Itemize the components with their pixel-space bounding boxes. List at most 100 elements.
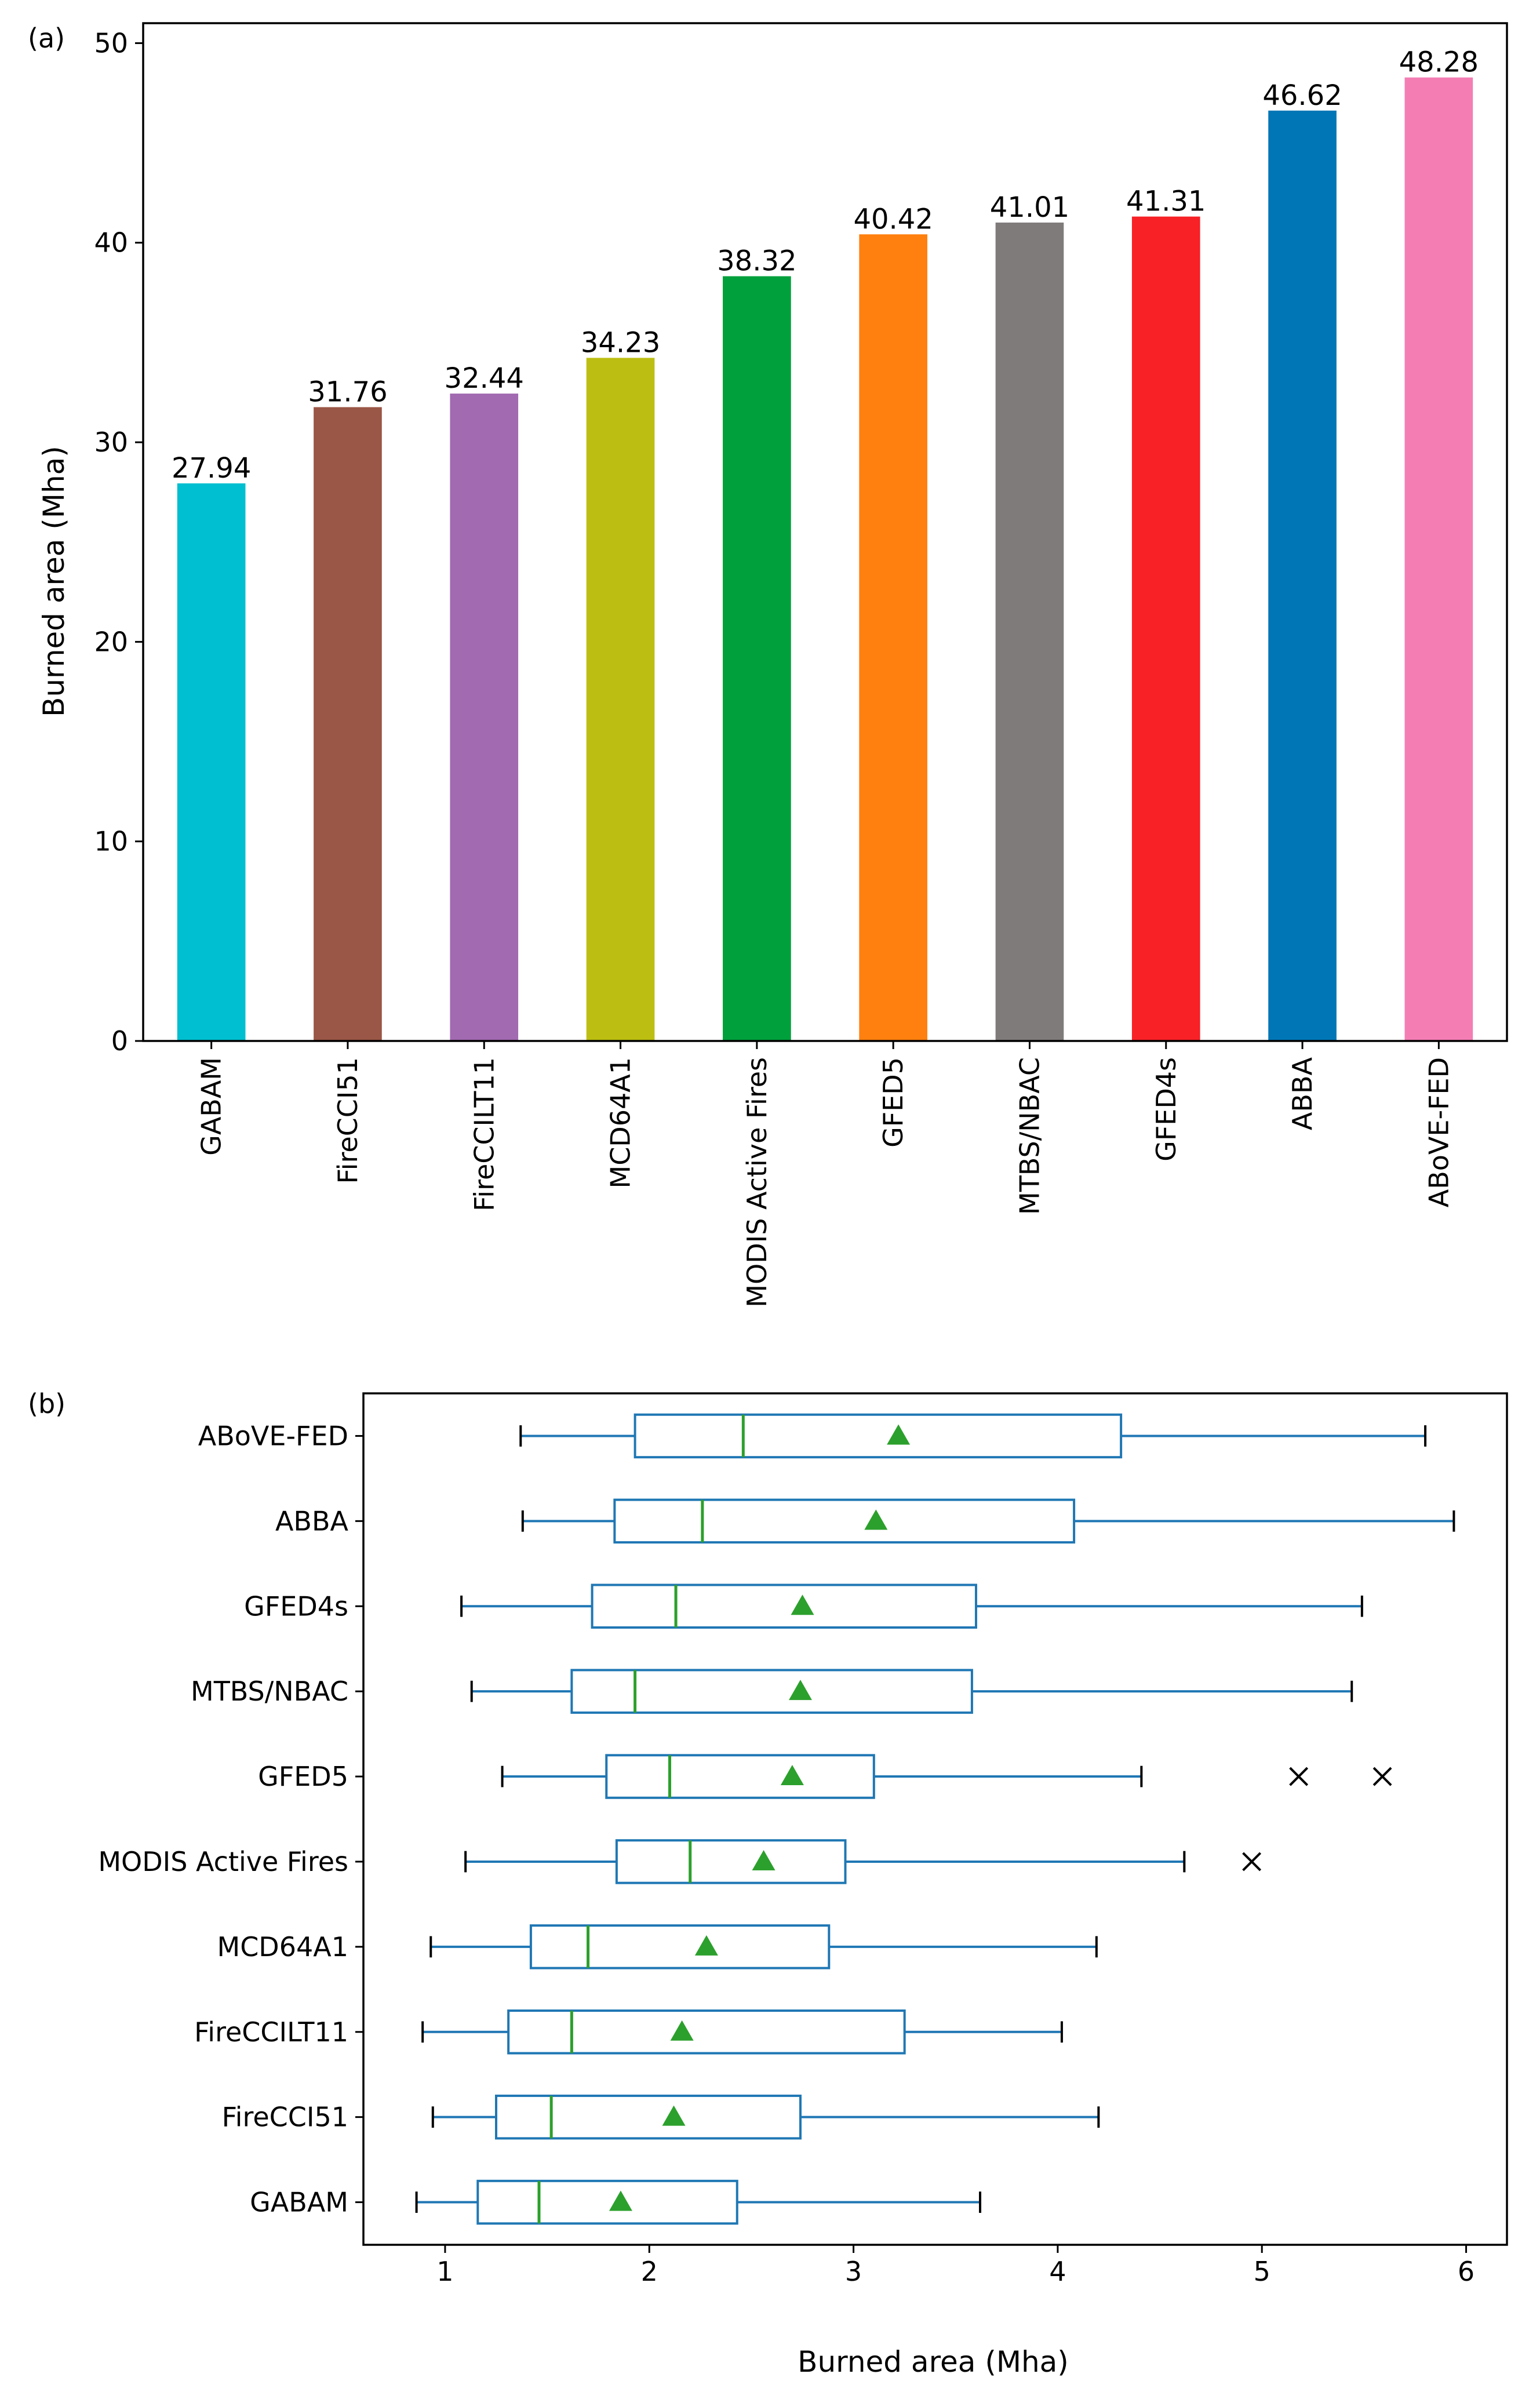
mean-marker [662,2105,686,2126]
mean-marker [694,1935,718,1956]
x-axis-ticks: GABAM FireCCI51 FireCCILT11 MCD64A1 MODIS Ac… [196,1041,1454,1308]
bar-above-fed [1404,77,1473,1042]
y-tick-label-0: 0 [111,1025,128,1057]
x-tick-label-5: 5 [1254,2256,1270,2287]
box-gfed5 [501,1754,1392,1799]
x-tick-label-1: 1 [436,2256,453,2287]
y-tick-label-30: 30 [94,427,128,458]
bar-abba [1268,110,1337,1041]
x-tick-label-mcd64a1: MCD64A1 [605,1057,636,1189]
y-tick-label-40: 40 [94,227,128,259]
box-iqr [613,1498,1076,1544]
x-tick-label-fireccilt11: FireCCILT11 [468,1057,500,1211]
x-tick-label-4: 4 [1049,2256,1066,2287]
x-tick-label-gfed5: GFED5 [878,1057,909,1148]
bar-series [177,77,1473,1042]
box-iqr [570,1669,973,1714]
mean-marker [791,1594,814,1615]
y-tick-label-gabam: GABAM [250,2187,348,2218]
x-tick-label-abba: ABBA [1287,1057,1318,1130]
value-label-mcd64a1: 34.23 [581,326,660,359]
value-label-above-fed: 48.28 [1399,46,1479,79]
bar-firecci51 [314,407,382,1041]
box-abba [521,1498,1455,1544]
bar-modis-active-fires [723,276,791,1041]
bar-chart-panel: (a) 27.94 31.76 32.44 34.23 38.32 40.42 41.01 4… [28,22,1508,1308]
box-gfed4s [460,1583,1363,1629]
value-label-abba: 46.62 [1262,79,1342,112]
box-fireccilt11 [421,2009,1063,2055]
mean-marker [609,2190,632,2211]
mean-marker [752,1850,776,1870]
x-tick-label-above-fed: ABoVE-FED [1423,1057,1454,1207]
y-tick-label-50: 50 [94,27,128,59]
x-tick-label-modis-active-fires: MODIS Active Fires [741,1057,773,1308]
box-above-fed [519,1413,1427,1459]
box-plot-panel: (b) GABAM FireCCI51 FireCCILT11 MCD64A1 MODI… [28,1388,1508,2379]
panel-label-a: (a) [28,23,65,54]
bar-gfed5 [859,234,927,1041]
box-firecci51 [431,2094,1100,2140]
box-iqr [605,1754,875,1799]
mean-marker [788,1680,812,1701]
outlier-2 [1372,1767,1392,1786]
box-iqr [495,2094,802,2140]
x-tick-label-gfed4s: GFED4s [1151,1057,1182,1162]
value-label-gfed4s: 41.31 [1126,185,1206,218]
box-iqr [591,1583,977,1629]
x-axis-title: Burned area (Mha) [798,2345,1069,2379]
bar-mtbs-nbac [995,222,1064,1041]
x-axis-ticks: 1 2 3 4 5 6 [436,2245,1475,2287]
box-mtbs-nbac [470,1669,1353,1714]
value-label-modis-active-fires: 38.32 [717,245,796,278]
panel-label-b: (b) [28,1388,65,1419]
y-axis-ticks: 0 10 20 30 40 50 [94,27,143,1057]
x-tick-label-gabam: GABAM [196,1057,227,1156]
y-tick-label-10: 10 [94,826,128,857]
mean-marker [780,1765,804,1786]
y-tick-label-mcd64a1: MCD64A1 [217,1931,349,1963]
plot-frame [142,22,1508,1042]
y-tick-label-modis-active-fires: MODIS Active Fires [98,1846,348,1877]
bar-mcd64a1 [586,358,655,1042]
mean-marker [670,2020,694,2041]
x-tick-label-2: 2 [641,2256,658,2287]
y-tick-label-mtbs-nbac: MTBS/NBAC [191,1676,348,1707]
bar-gabam [177,483,246,1041]
outlier-1 [1289,1767,1309,1786]
y-tick-label-gfed4s: GFED4s [244,1590,348,1622]
box-iqr [615,1839,847,1884]
value-label-fireccilt11: 32.44 [445,362,524,395]
y-tick-label-20: 20 [94,626,128,657]
y-tick-label-gfed5: GFED5 [258,1761,348,1792]
value-label-gfed5: 40.42 [853,203,933,235]
y-tick-label-fireccilt11: FireCCILT11 [194,2016,348,2048]
x-tick-label-6: 6 [1458,2256,1475,2287]
mean-marker [887,1424,911,1445]
bar-gfed4s [1131,216,1200,1041]
x-tick-label-mtbs-nbac: MTBS/NBAC [1014,1057,1045,1215]
box-iqr [529,1924,831,1969]
box-gabam [415,2179,982,2225]
outlier-1 [1242,1852,1262,1872]
x-tick-label-firecci51: FireCCI51 [332,1057,363,1184]
y-tick-label-above-fed: ABoVE-FED [198,1420,348,1451]
y-axis-title: Burned area (Mha) [37,446,71,717]
value-label-gabam: 27.94 [172,452,251,485]
bar-value-labels: 27.94 31.76 32.44 34.23 38.32 40.42 41.01 41.31… [172,46,1479,485]
box-series [415,1413,1455,2225]
box-modis-active-fires [464,1839,1262,1884]
box-iqr [507,2009,906,2055]
y-tick-label-abba: ABBA [275,1505,349,1537]
box-iqr [634,1413,1123,1459]
value-label-mtbs-nbac: 41.01 [990,191,1069,224]
box-mcd64a1 [429,1924,1098,1969]
bar-fireccilt11 [450,394,519,1041]
value-label-firecci51: 31.76 [308,376,387,408]
y-tick-label-firecci51: FireCCI51 [222,2102,348,2133]
plot-frame [362,1392,1508,2246]
x-tick-label-3: 3 [845,2256,862,2287]
y-axis-ticks: GABAM FireCCI51 FireCCILT11 MCD64A1 MODIS Ac… [98,1420,363,2218]
mean-marker [864,1509,888,1530]
